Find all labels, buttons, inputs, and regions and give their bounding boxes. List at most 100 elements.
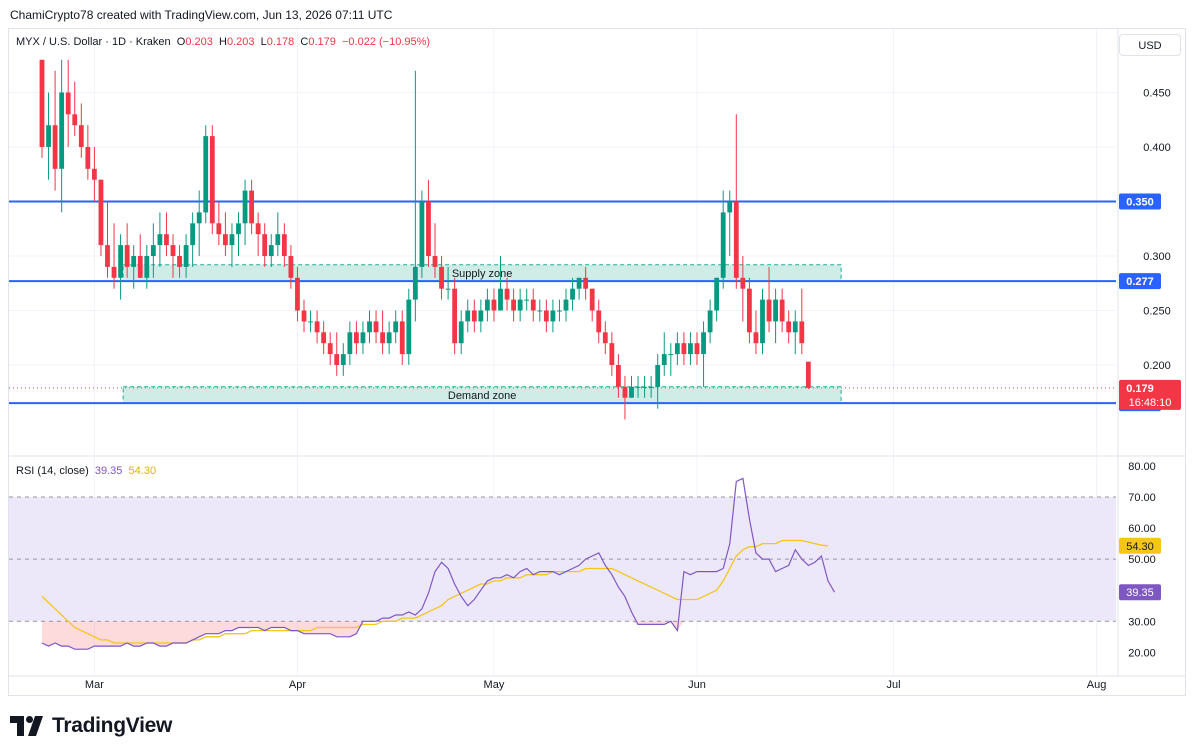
x-tick-aug: Aug bbox=[1087, 679, 1107, 691]
candle bbox=[373, 310, 379, 344]
candle bbox=[347, 321, 353, 365]
candle bbox=[164, 212, 169, 256]
candle-body bbox=[295, 277, 300, 311]
candle-body bbox=[347, 332, 353, 355]
candle bbox=[452, 277, 458, 355]
candle-body bbox=[753, 332, 759, 344]
rsi-value: 39.35 bbox=[94, 465, 123, 477]
candle bbox=[439, 256, 444, 300]
candle-body bbox=[419, 201, 425, 267]
candle bbox=[642, 375, 647, 398]
candle-body bbox=[432, 256, 438, 267]
candle-body bbox=[59, 92, 65, 169]
candle bbox=[354, 321, 359, 355]
candle-body bbox=[111, 266, 117, 278]
candle-body bbox=[249, 190, 254, 224]
candle bbox=[255, 212, 261, 256]
candle bbox=[727, 190, 733, 256]
candle-body bbox=[170, 245, 176, 256]
low-label: L bbox=[260, 36, 267, 48]
candle bbox=[701, 321, 706, 387]
candle bbox=[471, 299, 477, 333]
close-label: C bbox=[300, 36, 309, 48]
candle bbox=[308, 310, 313, 333]
candle bbox=[524, 288, 530, 311]
tradingview-logo[interactable]: TradingView bbox=[10, 712, 172, 740]
y-tick-label: 0.200 bbox=[1143, 360, 1171, 372]
rsi-ma-value-label-bg bbox=[1119, 537, 1161, 554]
rsi-ma-value: 54.30 bbox=[128, 465, 157, 477]
candle-body bbox=[655, 365, 661, 387]
candle bbox=[609, 332, 615, 376]
candle-body bbox=[714, 277, 720, 311]
candle-body bbox=[596, 310, 602, 333]
candle bbox=[773, 288, 778, 344]
candle-body bbox=[288, 256, 294, 278]
candle bbox=[118, 234, 123, 300]
candle-body bbox=[275, 234, 281, 246]
candle-body bbox=[150, 245, 156, 256]
candle-body bbox=[688, 343, 693, 355]
candle-body bbox=[262, 234, 268, 256]
candle bbox=[537, 299, 543, 322]
candle-body bbox=[799, 321, 805, 344]
rsi-tick-label: 50.00 bbox=[1128, 554, 1156, 566]
candle-body bbox=[308, 321, 313, 323]
candle-body bbox=[314, 321, 320, 333]
rsi-tick-label: 20.00 bbox=[1128, 647, 1156, 659]
candle bbox=[301, 299, 307, 333]
candle bbox=[367, 310, 372, 344]
rsi-line bbox=[41, 477, 836, 650]
candle-body bbox=[465, 310, 471, 322]
candle bbox=[805, 361, 811, 389]
candle bbox=[399, 310, 405, 365]
rsi-legend: RSI (14, close) 39.35 54.30 bbox=[16, 465, 156, 477]
y-tick-label: 0.400 bbox=[1143, 142, 1171, 154]
candle-body bbox=[386, 332, 392, 344]
candle-body bbox=[78, 125, 84, 147]
candle bbox=[563, 288, 569, 322]
candle-body bbox=[216, 223, 222, 235]
rsi-tick-label: 80.00 bbox=[1128, 461, 1156, 473]
candle-body bbox=[98, 179, 104, 246]
candle bbox=[52, 70, 58, 191]
candle bbox=[648, 375, 654, 398]
candle bbox=[321, 321, 327, 355]
chart-attribution: ChamiCrypto78 created with TradingView.c… bbox=[10, 8, 393, 22]
candle bbox=[485, 288, 490, 322]
candle bbox=[268, 234, 274, 267]
candle-body bbox=[583, 277, 589, 289]
candle bbox=[393, 310, 399, 344]
candle bbox=[766, 266, 772, 333]
zones: Supply zone Demand zone bbox=[122, 264, 842, 404]
candle bbox=[288, 245, 294, 289]
candle bbox=[111, 223, 117, 289]
candle bbox=[98, 179, 104, 256]
candle-body bbox=[557, 310, 562, 312]
currency-button[interactable]: USD bbox=[1119, 34, 1181, 56]
candle-body bbox=[445, 288, 451, 290]
candle bbox=[543, 299, 549, 333]
candle bbox=[419, 190, 425, 278]
hline-label-0.350: 0.350 bbox=[1126, 197, 1154, 209]
candle-body bbox=[668, 354, 674, 356]
candle bbox=[183, 234, 189, 278]
candle-body bbox=[471, 310, 477, 322]
candle bbox=[458, 310, 464, 355]
hline-label-bg-0.277 bbox=[1119, 273, 1161, 290]
candle bbox=[190, 212, 196, 267]
symbol-legend: MYX / U.S. Dollar · 1D · Kraken O0.203 H… bbox=[16, 36, 430, 48]
candle-body bbox=[760, 299, 765, 344]
candle-body bbox=[203, 136, 209, 213]
candle bbox=[550, 299, 556, 333]
candle bbox=[386, 321, 392, 355]
candle-body bbox=[747, 288, 752, 333]
candle-body bbox=[681, 343, 687, 355]
candle bbox=[295, 266, 300, 322]
candle bbox=[85, 125, 91, 180]
candle-body bbox=[105, 245, 110, 267]
candle-body bbox=[524, 299, 530, 301]
rsi-title: RSI (14, close) bbox=[16, 465, 89, 477]
candle-body bbox=[511, 299, 516, 311]
